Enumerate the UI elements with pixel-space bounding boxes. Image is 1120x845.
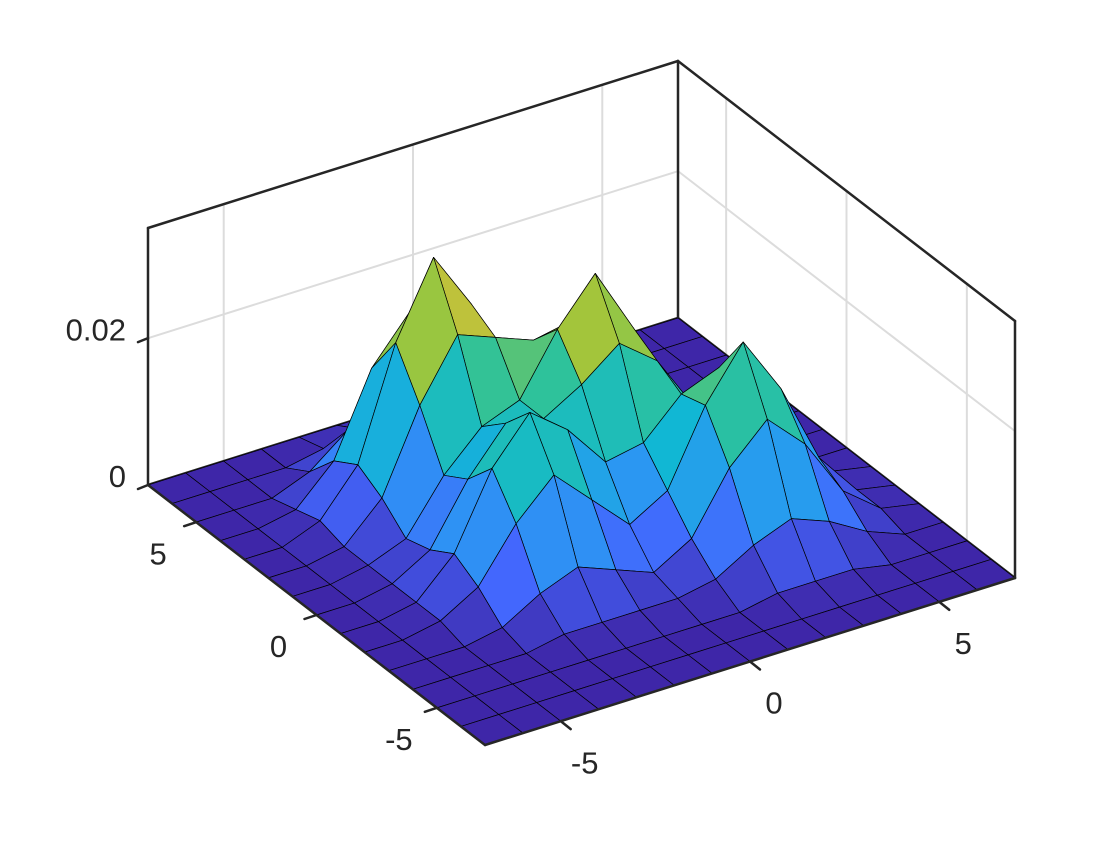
y-tick-label: 5 — [150, 536, 167, 571]
z-tick — [136, 483, 150, 491]
surface — [147, 256, 1016, 746]
x-tick-label: 0 — [765, 686, 782, 721]
y-tick — [182, 520, 198, 528]
x-tick — [748, 660, 762, 671]
axes-box-front — [136, 336, 1017, 747]
z-tick — [136, 336, 150, 344]
y-tick-label: 0 — [270, 629, 287, 664]
z-tick-label: 0 — [109, 459, 126, 494]
axis-edge — [676, 59, 1017, 323]
x-tick — [938, 600, 951, 612]
x-tick-label: 5 — [955, 626, 972, 661]
grid-line — [147, 170, 679, 340]
x-tick — [559, 719, 572, 731]
tick-labels: -5 0 5 -5 0 5 0 0.02 — [66, 312, 972, 780]
axis-edge — [146, 59, 680, 230]
grid-line — [677, 170, 1016, 433]
z-tick-label: 0.02 — [66, 312, 126, 347]
y-tick — [423, 706, 439, 714]
y-tick-label: -5 — [385, 722, 413, 757]
x-tick-label: -5 — [571, 745, 599, 780]
y-tick — [303, 613, 318, 621]
